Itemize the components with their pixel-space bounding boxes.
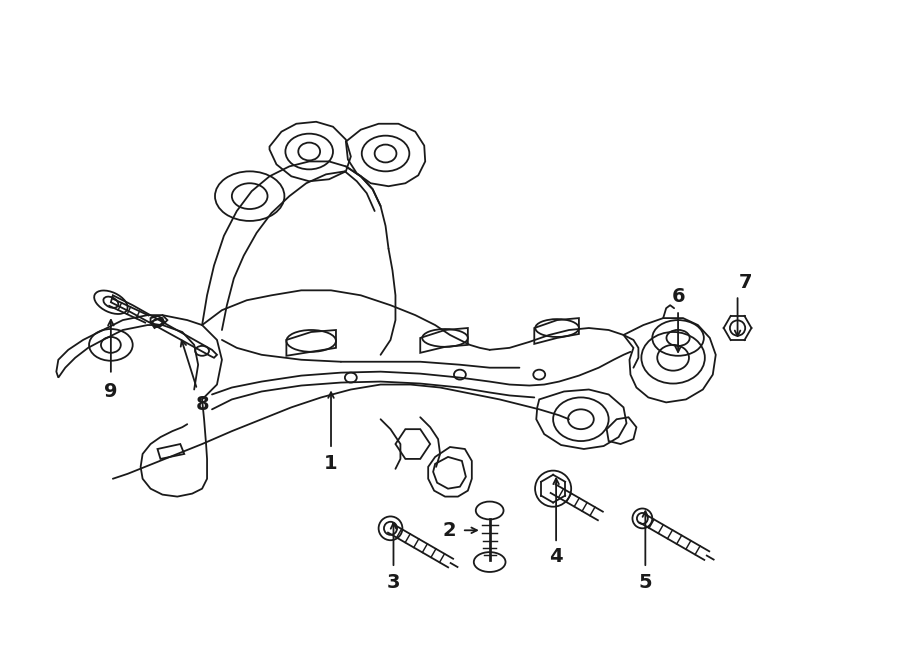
Text: 3: 3 <box>387 573 400 592</box>
Text: 9: 9 <box>104 382 118 401</box>
Text: 5: 5 <box>638 573 652 592</box>
Text: 7: 7 <box>739 273 752 292</box>
Text: 6: 6 <box>671 287 685 306</box>
Text: 2: 2 <box>442 521 455 540</box>
Text: 8: 8 <box>195 395 209 414</box>
Text: 1: 1 <box>324 454 338 473</box>
Text: 4: 4 <box>549 547 562 566</box>
